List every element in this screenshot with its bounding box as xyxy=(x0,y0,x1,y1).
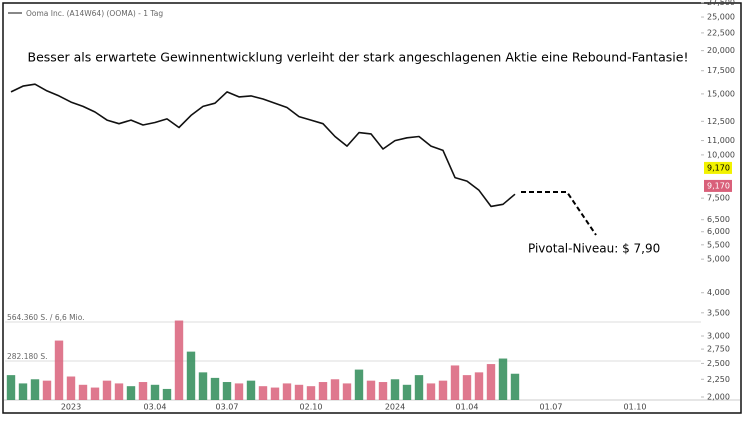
volume-bar xyxy=(150,384,160,400)
volume-bar xyxy=(54,340,64,400)
volume-tick-label: 564.360 S. / 6,6 Mio. xyxy=(7,313,85,322)
x-tick-label: 2024 xyxy=(385,403,405,412)
legend-label: Ooma Inc. (A14W64) (OOMA) - 1 Tag xyxy=(26,9,163,18)
volume-bar xyxy=(66,376,76,400)
y-tick-label: 2,000 xyxy=(707,393,730,402)
projection xyxy=(521,191,597,236)
volume-bar xyxy=(474,372,484,400)
annotation: Pivotal-Niveau: $ 7,90 xyxy=(528,242,660,256)
frame xyxy=(2,2,742,414)
volume-bar xyxy=(6,375,16,400)
y-tick-label: 25,000 xyxy=(707,13,735,22)
y-tick-label: 12,500 xyxy=(707,117,735,126)
y-tick-label: 3,000 xyxy=(707,332,730,341)
x-tick-label: 01.10 xyxy=(624,403,647,412)
volume-bar xyxy=(210,377,220,400)
volume-bar xyxy=(138,382,148,400)
x-tick-label: 03.07 xyxy=(216,403,239,412)
volume-bar xyxy=(102,380,112,400)
volume-tick-label: 282.180 S. xyxy=(7,352,48,361)
volume-bar xyxy=(246,380,256,400)
y-tick-label: 27,500 xyxy=(707,0,735,7)
volume-bar xyxy=(450,365,460,400)
volume-bar xyxy=(222,382,232,400)
volume-bar xyxy=(42,380,52,400)
volume-bar xyxy=(258,386,268,400)
x-tick-label: 01.04 xyxy=(456,403,479,412)
volume-bar xyxy=(174,320,184,400)
y-tick-label: 15,000 xyxy=(707,89,735,98)
x-tick-label: 02.10 xyxy=(300,403,323,412)
price-marker-box xyxy=(704,179,732,192)
y-tick-label: 22,500 xyxy=(707,28,735,37)
volume-bar xyxy=(354,369,364,400)
y-tick-label: 4,000 xyxy=(707,288,730,297)
x-tick-label: 2023 xyxy=(61,403,81,412)
volume-bar xyxy=(186,351,196,400)
y-tick-label: 11,000 xyxy=(707,136,735,145)
volume-bar xyxy=(462,375,472,400)
volume-bar xyxy=(378,382,388,400)
x-tick-label: 01.07 xyxy=(540,403,563,412)
y-tick-label: 7,500 xyxy=(707,194,730,203)
x-tick-label: 03.04 xyxy=(144,403,167,412)
volume-bar xyxy=(126,386,136,400)
y-tick-label: 5,000 xyxy=(707,255,730,264)
volume-bar xyxy=(294,384,304,400)
volume-bar xyxy=(510,373,520,400)
y-tick-label: 5,500 xyxy=(707,240,730,249)
volume-bar xyxy=(282,383,292,400)
volume-bar xyxy=(414,375,424,400)
volume-bar xyxy=(342,383,352,400)
price-marker-label: 9,170 xyxy=(707,163,730,172)
y-tick-label: 2,500 xyxy=(707,359,730,368)
y-tick-label: 17,500 xyxy=(707,66,735,75)
volume-bar xyxy=(318,382,328,400)
y-tick-label: 6,500 xyxy=(707,215,730,224)
volume-bar xyxy=(18,383,28,400)
y-tick-label: 2,750 xyxy=(707,345,730,354)
volume-bar xyxy=(438,380,448,400)
y-tick-label: 20,000 xyxy=(707,46,735,55)
volume-bar xyxy=(90,387,100,400)
y-tick-label: 10,000 xyxy=(707,150,735,159)
volume-bar xyxy=(270,387,280,400)
chart-title: Besser als erwartete Gewinnentwicklung v… xyxy=(28,50,689,65)
volume-bar xyxy=(234,383,244,400)
y-tick-label: 2,250 xyxy=(707,375,730,384)
volume-bar xyxy=(498,358,508,400)
volume-bar xyxy=(426,383,436,400)
y-tick-label: 6,000 xyxy=(707,227,730,236)
volume-bar xyxy=(366,380,376,400)
price-marker-box xyxy=(704,161,732,174)
price-line xyxy=(10,83,516,208)
volume-bar xyxy=(30,379,40,400)
volume-bar xyxy=(390,379,400,400)
volume-bar xyxy=(486,364,496,400)
volume-bar xyxy=(402,384,412,400)
volume-bar xyxy=(198,372,208,400)
volume-bar xyxy=(330,379,340,400)
volume-bar xyxy=(78,384,88,400)
price-marker-label: 9,170 xyxy=(707,181,730,190)
y-tick-label: 3,500 xyxy=(707,308,730,317)
volume-bar xyxy=(162,388,172,400)
volume-bar xyxy=(306,386,316,400)
volume-bar xyxy=(114,383,124,400)
